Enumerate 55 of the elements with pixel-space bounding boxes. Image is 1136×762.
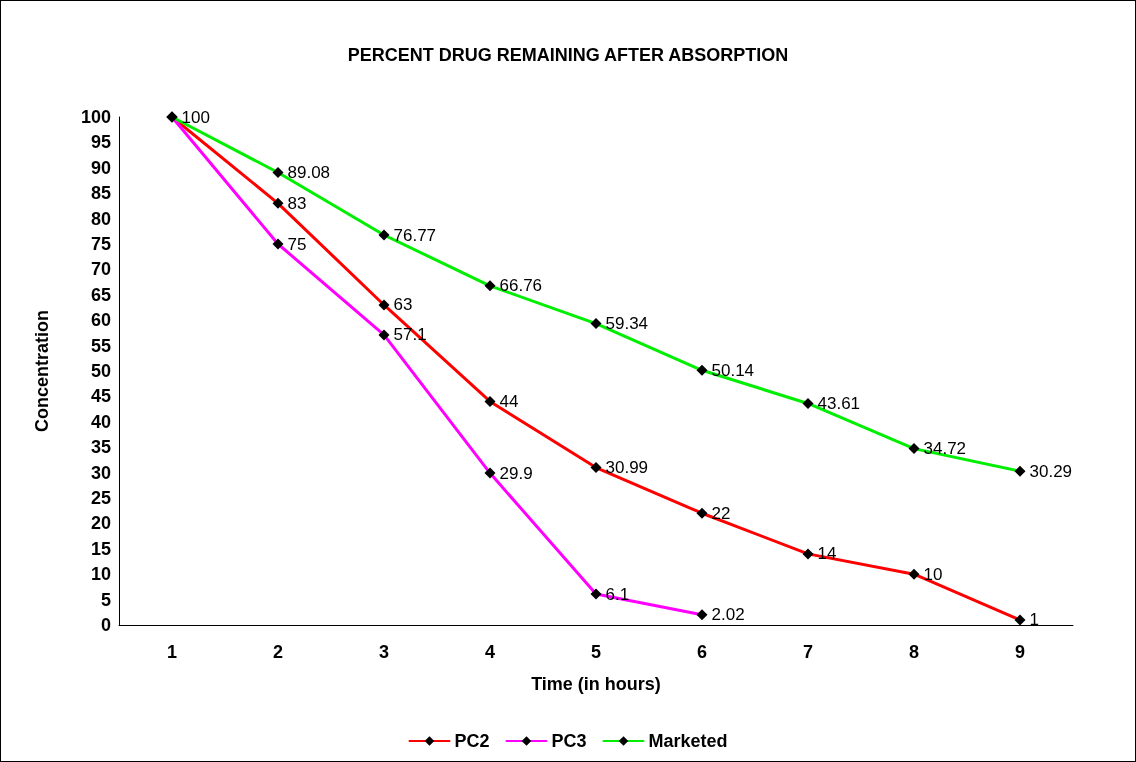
x-tick-label: 9 xyxy=(1014,642,1026,662)
x-tick-label: 3 xyxy=(378,642,390,662)
y-tick-label: 25 xyxy=(90,488,111,508)
y-tick-label: 95 xyxy=(90,132,111,153)
data-label: 63 xyxy=(393,295,413,315)
data-label: 43.61 xyxy=(817,393,861,413)
y-tick-label: 65 xyxy=(90,284,111,305)
y-tick-label: 80 xyxy=(90,208,111,229)
data-label: 10 xyxy=(923,564,943,584)
legend-label: PC2 xyxy=(454,731,490,751)
y-tick-label: 45 xyxy=(90,386,111,407)
x-tick-label: 4 xyxy=(484,642,496,662)
legend-label: PC3 xyxy=(551,731,587,751)
data-label: 50.14 xyxy=(711,360,755,380)
data-label: 89.08 xyxy=(287,162,331,182)
y-tick-label: 40 xyxy=(90,411,111,432)
data-label: 22 xyxy=(711,503,731,523)
legend-label: Marketed xyxy=(648,731,728,751)
x-tick-label: 7 xyxy=(802,642,814,662)
y-tick-label: 90 xyxy=(90,157,111,178)
data-label: 34.72 xyxy=(923,439,967,459)
data-label: 44 xyxy=(499,391,519,411)
y-tick-label: 75 xyxy=(90,234,111,254)
y-tick-label: 85 xyxy=(90,183,111,204)
data-label: 2.02 xyxy=(711,605,745,625)
data-label: 59.34 xyxy=(605,314,649,334)
data-label: 83 xyxy=(287,193,307,213)
data-label: 30.99 xyxy=(605,458,649,478)
data-label: 1 xyxy=(1029,610,1039,630)
y-axis-title: Concentration xyxy=(32,309,52,433)
x-tick-label: 1 xyxy=(166,642,178,662)
y-tick-label: 55 xyxy=(90,335,111,356)
y-tick-label: 5 xyxy=(100,589,111,610)
data-label: 75 xyxy=(287,234,307,254)
y-tick-label: 50 xyxy=(90,361,111,381)
y-tick-label: 70 xyxy=(90,259,111,280)
data-label: 76.77 xyxy=(393,225,437,245)
y-tick-label: 0 xyxy=(100,615,111,635)
y-tick-label: 30 xyxy=(90,462,111,483)
data-label: 30.29 xyxy=(1029,461,1073,481)
y-tick-label: 100 xyxy=(80,107,111,127)
x-tick-label: 6 xyxy=(696,642,708,662)
data-label: 66.76 xyxy=(499,276,543,296)
y-tick-label: 20 xyxy=(90,513,111,534)
x-tick-label: 2 xyxy=(272,642,284,662)
y-tick-label: 10 xyxy=(90,564,111,585)
y-tick-label: 15 xyxy=(90,538,111,559)
x-axis-title: Time (in hours) xyxy=(531,674,661,694)
x-tick-label: 5 xyxy=(590,642,602,662)
y-tick-label: 35 xyxy=(90,437,111,458)
y-tick-label: 60 xyxy=(90,310,111,331)
x-tick-label: 8 xyxy=(908,642,920,662)
data-label: 29.9 xyxy=(499,463,533,483)
data-label: 100 xyxy=(181,107,210,127)
chart-title: PERCENT DRUG REMAINING AFTER ABSORPTION xyxy=(347,45,789,65)
